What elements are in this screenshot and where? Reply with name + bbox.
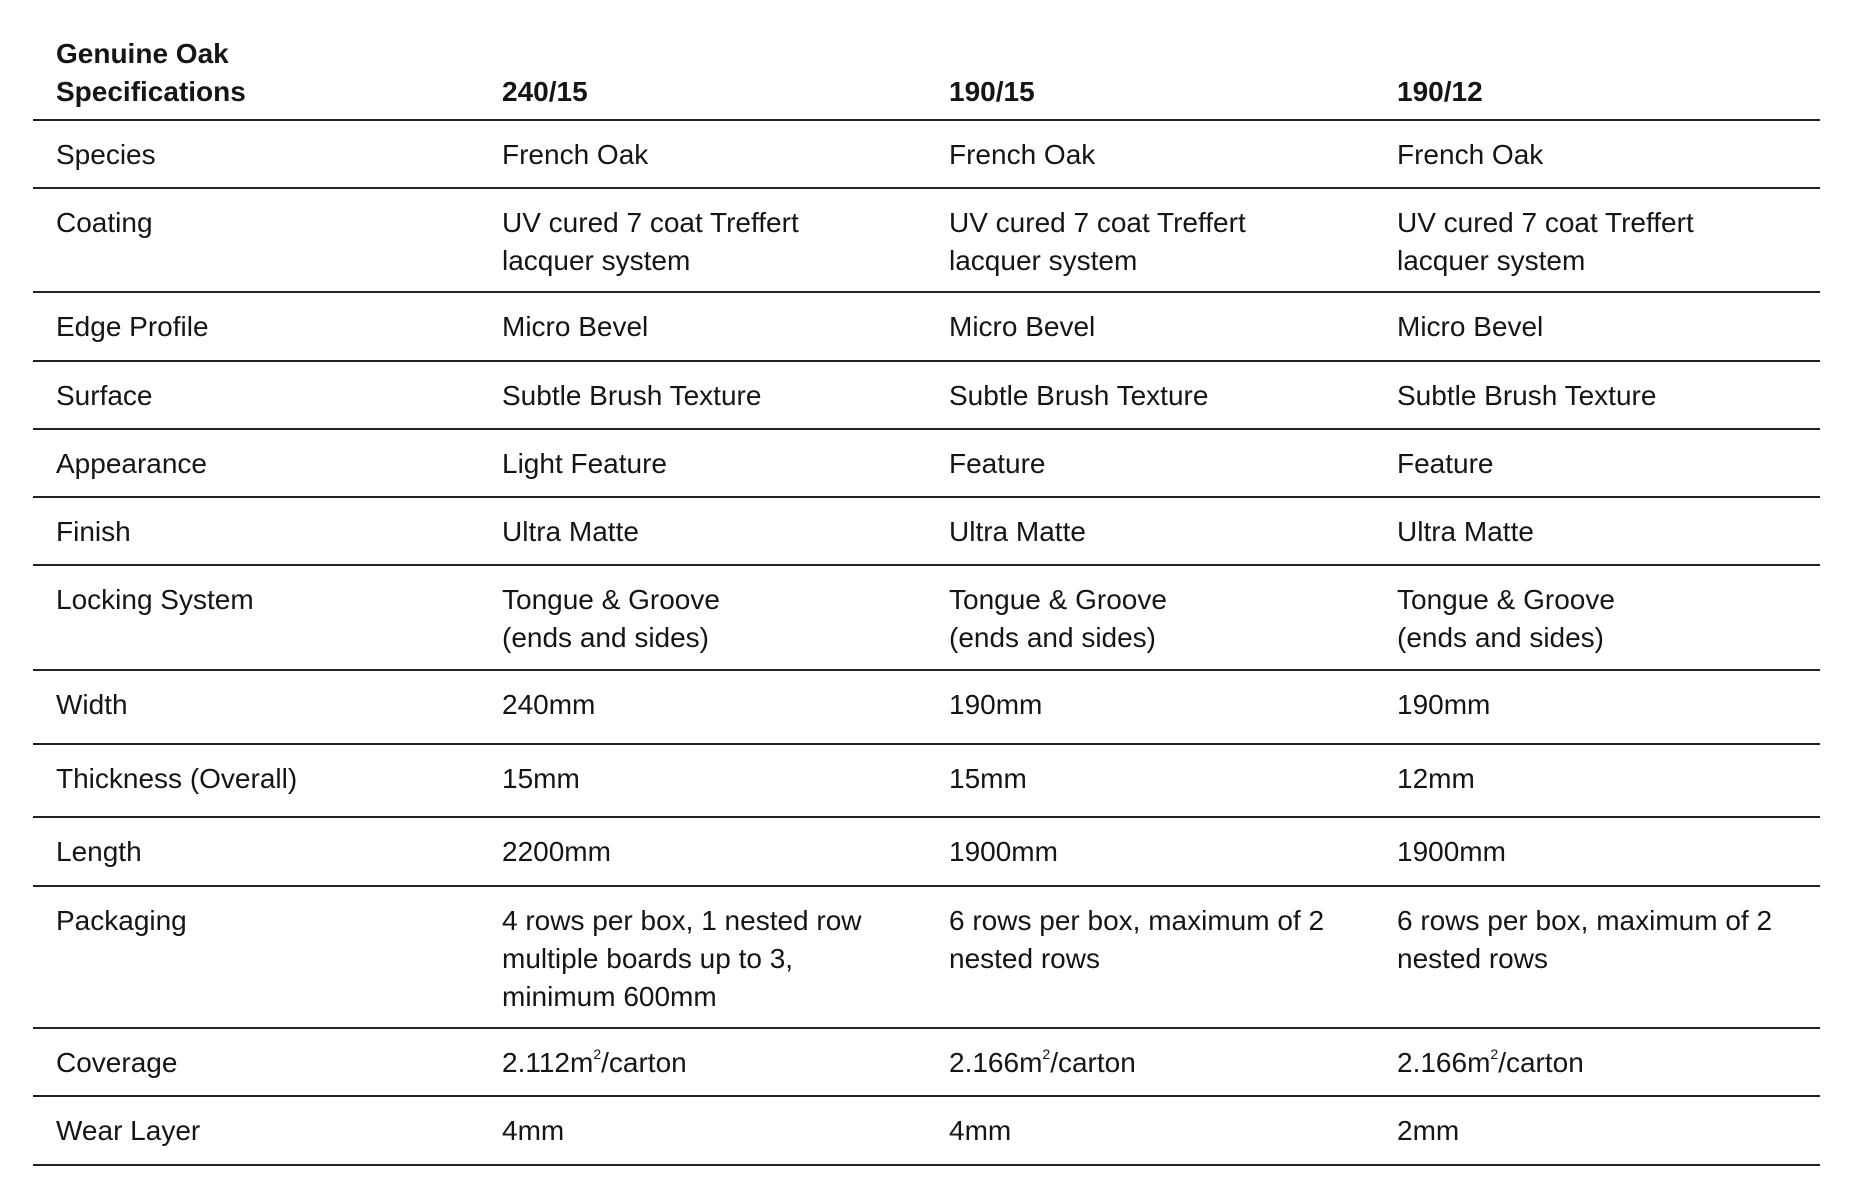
- specifications-table: Genuine Oak Specifications 240/15 190/15 …: [33, 30, 1820, 1166]
- row-label: Width: [56, 689, 128, 720]
- cell-value: Micro Bevel: [949, 311, 1096, 342]
- table-row: Species French Oak French Oak French Oak: [33, 120, 1820, 188]
- row-label: Wear Layer: [56, 1115, 201, 1146]
- cell-value: Feature: [1397, 448, 1494, 479]
- row-label: Species: [56, 139, 156, 170]
- table-row: Thickness (Overall) 15mm 15mm 12mm: [33, 744, 1820, 817]
- cell-value: Feature: [949, 448, 1046, 479]
- cell-value: 1900mm: [949, 836, 1058, 867]
- cell-value: 6 rows per box, maximum of 2 nested rows: [1397, 905, 1773, 974]
- cell-value: 15mm: [502, 763, 580, 794]
- row-label: Finish: [56, 516, 131, 547]
- row-label: Coating: [56, 207, 153, 238]
- cell-value: 2.112m2/carton: [502, 1046, 687, 1078]
- cell-value: 6 rows per box, maximum of 2 nested rows: [949, 905, 1325, 974]
- cell-value: 1900mm: [1397, 836, 1506, 867]
- header-row: Genuine Oak Specifications 240/15 190/15 …: [33, 30, 1820, 120]
- table-row: Edge Profile Micro Bevel Micro Bevel Micro …: [33, 292, 1820, 361]
- cell-value: Ultra Matte: [502, 516, 639, 547]
- cell-value: French Oak: [1397, 139, 1544, 170]
- cell-value: 15mm: [949, 763, 1027, 794]
- cell-value: Micro Bevel: [1397, 311, 1544, 342]
- column-header: 240/15: [502, 76, 588, 107]
- cell-value: French Oak: [502, 139, 649, 170]
- cell-value: French Oak: [949, 139, 1096, 170]
- column-header: 190/12: [1397, 76, 1483, 107]
- cell-value: Subtle Brush Texture: [949, 380, 1209, 411]
- cell-value: 12mm: [1397, 763, 1475, 794]
- cell-value: UV cured 7 coat Treffert lacquer system: [1397, 207, 1694, 276]
- table-row: Surface Subtle Brush Texture Subtle Brush …: [33, 361, 1820, 429]
- row-label: Surface: [56, 380, 153, 411]
- row-label: Thickness (Overall): [56, 763, 298, 794]
- cell-value: Ultra Matte: [949, 516, 1086, 547]
- cell-value: Tongue & Groove (ends and sides): [502, 584, 720, 653]
- cell-value: 190mm: [1397, 689, 1491, 720]
- table-row: Coating UV cured 7 coat Treffert lacquer s…: [33, 188, 1820, 292]
- table-row: Width 240mm 190mm 190mm: [33, 670, 1820, 744]
- cell-value: Tongue & Groove (ends and sides): [1397, 584, 1615, 653]
- cell-value: 2200mm: [502, 836, 611, 867]
- cell-value: 240mm: [502, 689, 596, 720]
- row-label: Packaging: [56, 905, 187, 936]
- cell-value: 4mm: [949, 1115, 1012, 1146]
- cell-value: 4mm: [502, 1115, 565, 1146]
- title-line: Specifications: [56, 76, 246, 107]
- cell-value: Subtle Brush Texture: [1397, 380, 1657, 411]
- table-row: Locking System Tongue & Groove (ends and s…: [33, 565, 1820, 670]
- table-row: Packaging 4 rows per box, 1 nested row mu…: [33, 886, 1820, 1028]
- row-label: Length: [56, 836, 142, 867]
- table-row: Appearance Light Feature Feature Feature: [33, 429, 1820, 497]
- cell-value: 4 rows per box, 1 nested row multiple bo…: [502, 905, 862, 1012]
- cell-value: Micro Bevel: [502, 311, 649, 342]
- table-row: Finish Ultra Matte Ultra Matte Ultra Matte: [33, 497, 1820, 565]
- cell-value: Tongue & Groove (ends and sides): [949, 584, 1167, 653]
- cell-value: 190mm: [949, 689, 1043, 720]
- cell-value: UV cured 7 coat Treffert lacquer system: [502, 207, 799, 276]
- title-line: Genuine Oak: [56, 38, 229, 69]
- column-header: 190/15: [949, 76, 1035, 107]
- table-row: Coverage 2.112m2/carton 2.166m2/carton 2.16…: [33, 1028, 1820, 1096]
- table-row: Length 2200mm 1900mm 1900mm: [33, 817, 1820, 886]
- cell-value: 2.166m2/carton: [949, 1046, 1136, 1078]
- table-title: Genuine Oak Specifications: [33, 30, 479, 120]
- cell-value: 2.166m2/carton: [1397, 1046, 1584, 1078]
- table-row: Wear Layer 4mm 4mm 2mm: [33, 1096, 1820, 1165]
- cell-value: Subtle Brush Texture: [502, 380, 762, 411]
- cell-value: UV cured 7 coat Treffert lacquer system: [949, 207, 1246, 276]
- row-label: Appearance: [56, 448, 208, 479]
- row-label: Edge Profile: [56, 311, 209, 342]
- cell-value: Light Feature: [502, 448, 667, 479]
- cell-value: 2mm: [1397, 1115, 1460, 1146]
- row-label: Locking System: [56, 584, 254, 615]
- row-label: Coverage: [56, 1047, 178, 1078]
- cell-value: Ultra Matte: [1397, 516, 1534, 547]
